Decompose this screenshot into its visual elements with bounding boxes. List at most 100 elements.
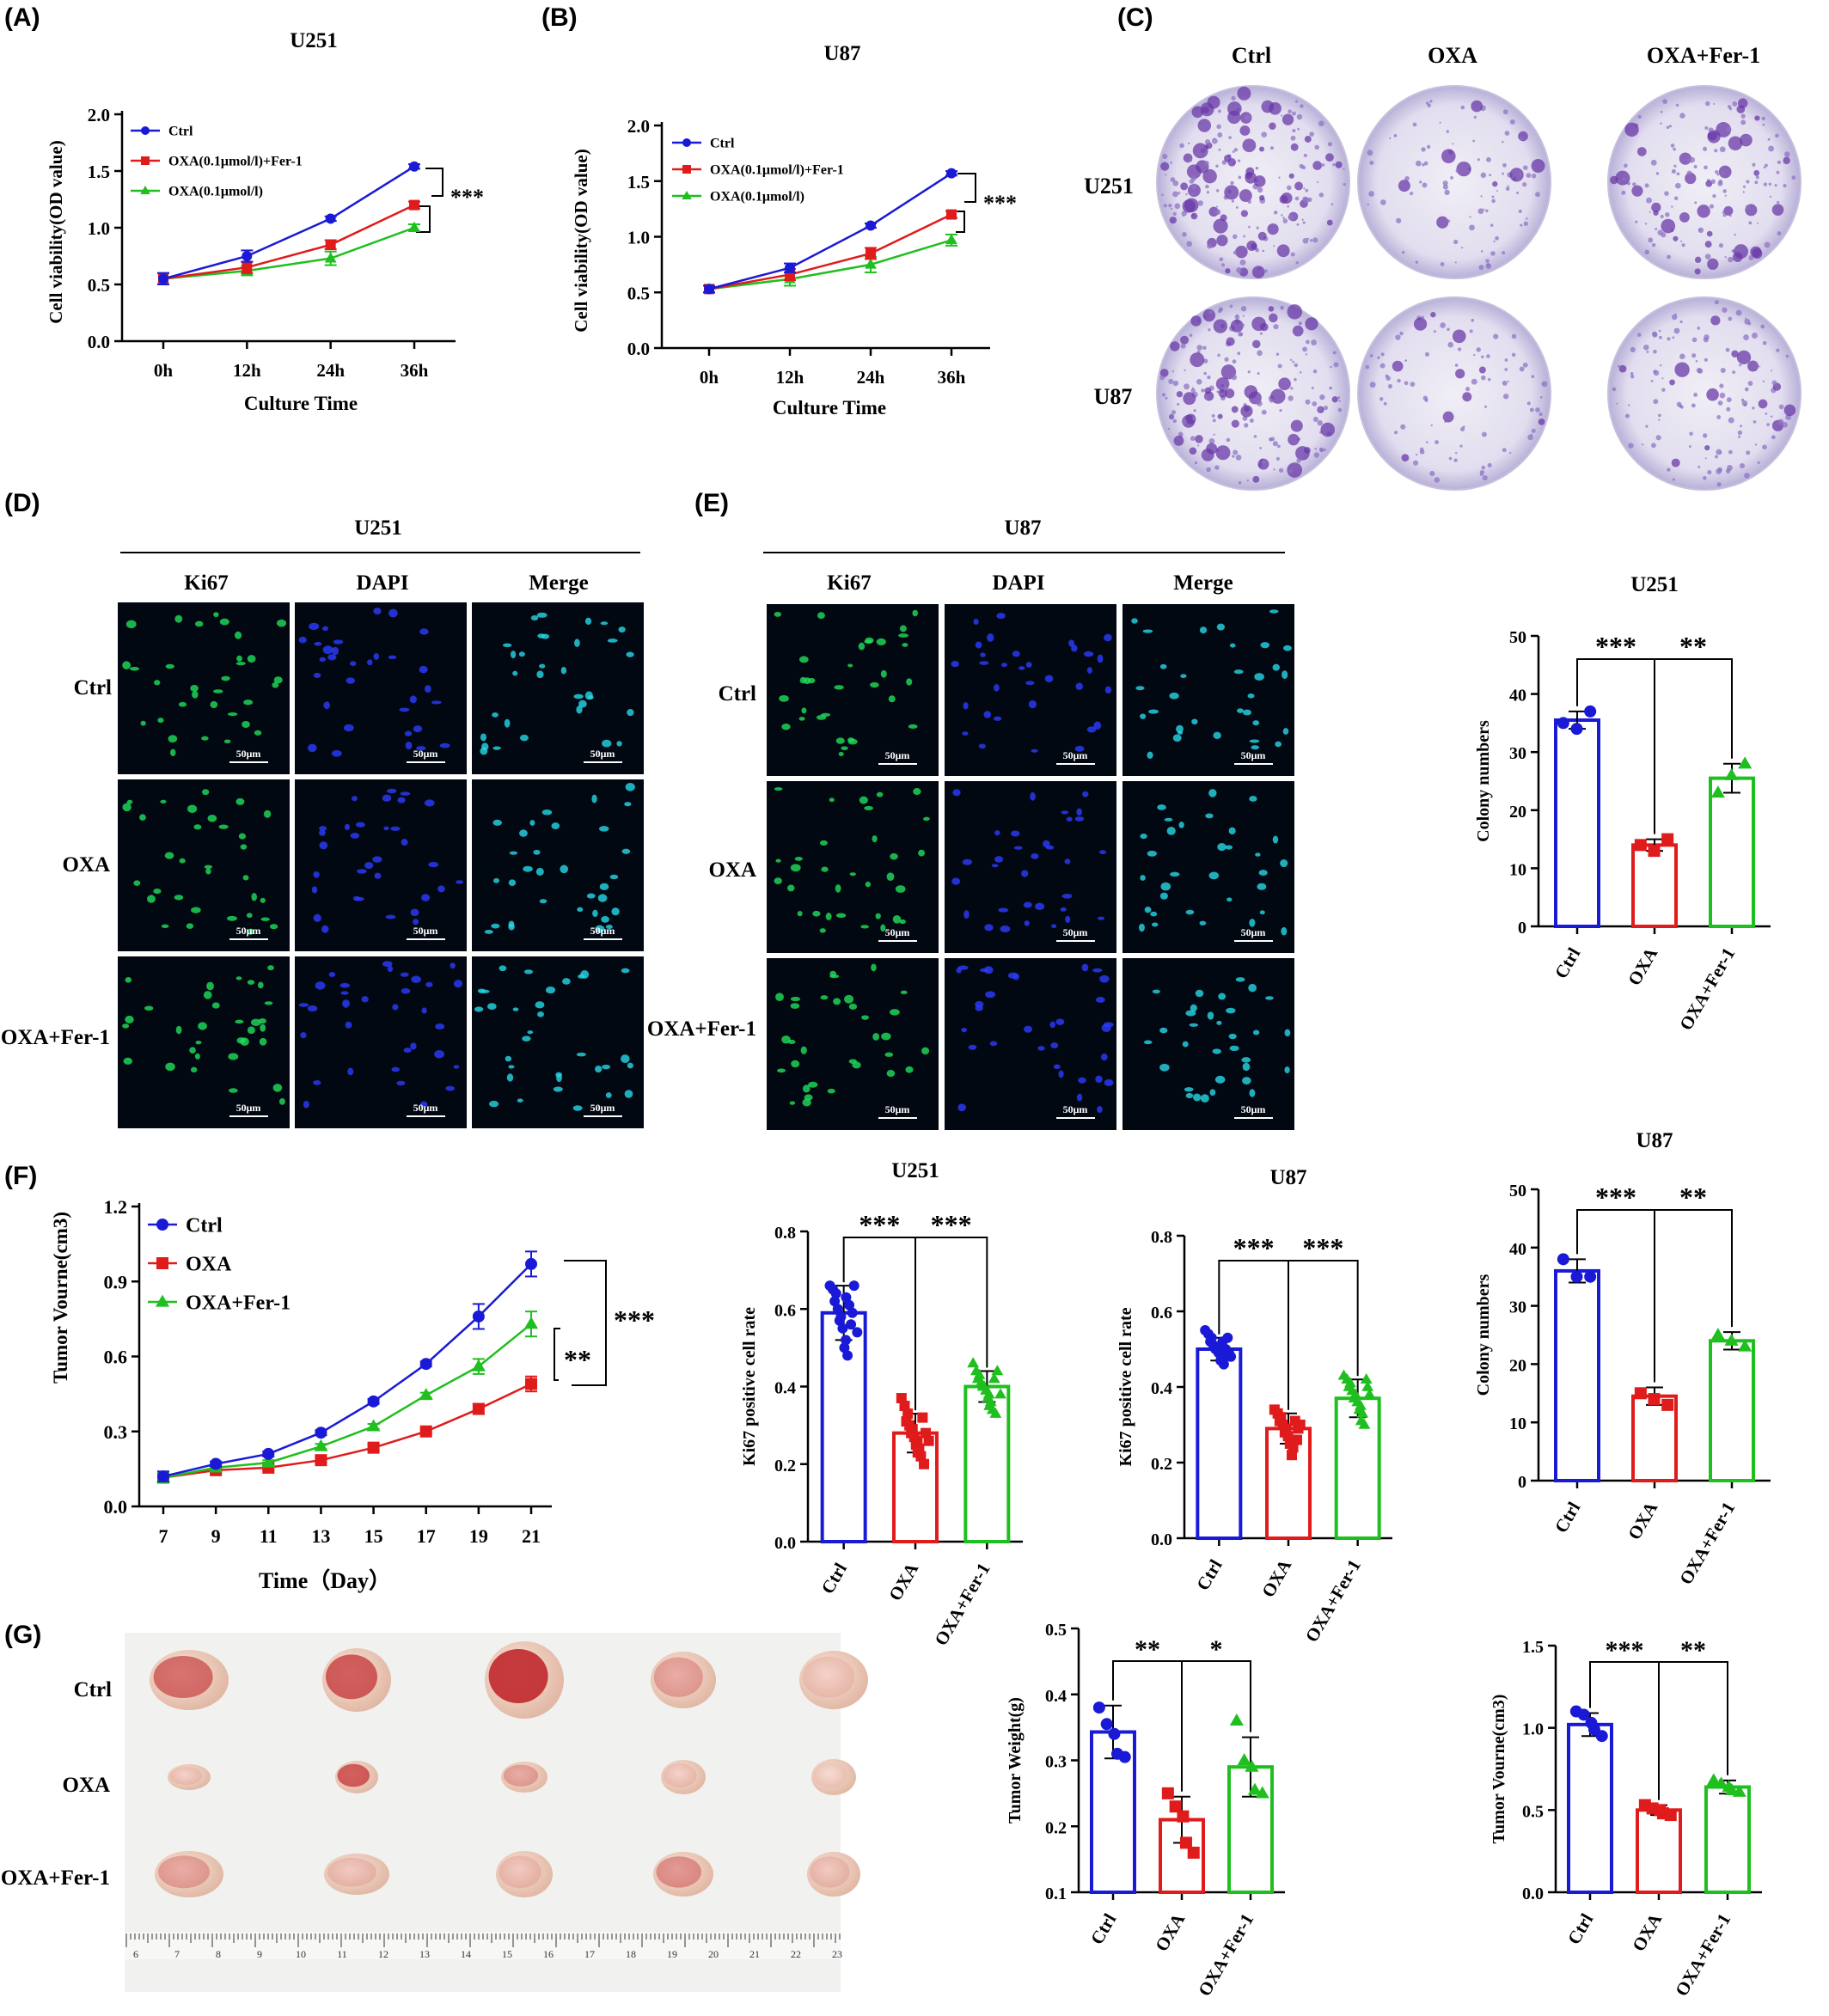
cell-nucleus (1049, 1021, 1055, 1029)
data-point (921, 1427, 932, 1439)
colony (1704, 357, 1708, 362)
colony (1447, 327, 1450, 332)
colony (1726, 406, 1731, 412)
cell-nucleus (492, 877, 500, 883)
cell-nucleus (1272, 835, 1279, 844)
colony (1668, 125, 1673, 128)
colony (1531, 159, 1545, 174)
y-tick-label: 0.0 (88, 332, 110, 352)
ruler-label: 9 (257, 1948, 262, 1960)
colony (1740, 113, 1746, 119)
cell-nucleus (309, 622, 320, 631)
cell-nucleus (1189, 1023, 1199, 1027)
colony (1202, 309, 1216, 322)
cell-nucleus (1025, 662, 1032, 669)
cell-nucleus (235, 1019, 244, 1024)
colony (1703, 476, 1707, 480)
colony (1491, 199, 1496, 204)
colony (1695, 359, 1698, 363)
cell-nucleus (191, 907, 201, 913)
cell-nucleus (313, 672, 321, 679)
cell-nucleus (876, 638, 886, 646)
ruler-label: 19 (667, 1948, 677, 1960)
colony (1671, 314, 1678, 321)
colony (1739, 363, 1742, 367)
colony (1758, 399, 1768, 409)
cell-nucleus (864, 639, 873, 645)
colony (1245, 172, 1257, 184)
x-tick-label: OXA+Fer-1 (1194, 1910, 1257, 2001)
cell-nucleus (572, 1105, 583, 1111)
colony (1653, 370, 1660, 376)
colony (1771, 380, 1777, 386)
cell-nucleus (160, 799, 167, 803)
cell-nucleus (164, 852, 174, 859)
colony (1762, 340, 1767, 345)
data-point (525, 1378, 537, 1390)
colony (1278, 377, 1291, 391)
colony (1300, 104, 1304, 108)
colony (1233, 250, 1238, 255)
cell-nucleus (794, 856, 803, 861)
colony (1419, 449, 1425, 455)
data-point (1570, 723, 1583, 736)
colony (1648, 237, 1654, 243)
cell-nucleus (1143, 1040, 1153, 1045)
colony (1299, 370, 1302, 374)
colony (1273, 324, 1279, 330)
colony (1288, 173, 1294, 179)
panel-c-row-u251: U251 (1084, 174, 1134, 199)
colony (1490, 223, 1494, 227)
colony (1752, 248, 1763, 259)
cell-nucleus (1233, 669, 1244, 675)
cell-nucleus (202, 789, 210, 796)
cell-nucleus (536, 670, 544, 679)
cell-nucleus (387, 965, 394, 972)
colony (1719, 383, 1724, 388)
colony (1736, 350, 1752, 365)
colony (1181, 418, 1187, 425)
colony (1273, 245, 1275, 247)
colony (1434, 440, 1439, 444)
colony (1393, 134, 1398, 137)
panel-b-title: U87 (823, 42, 860, 65)
x-tick-label: 0h (154, 360, 174, 381)
cell-nucleus (1076, 808, 1082, 816)
colony (1231, 374, 1238, 381)
y-tick-label: 0.2 (1045, 1818, 1067, 1837)
colony (1610, 175, 1618, 185)
colony (1469, 224, 1475, 231)
data-point (834, 1315, 845, 1326)
tumor-vascular (169, 1767, 202, 1785)
x-tick-label: Ctrl (1086, 1909, 1121, 1947)
colony (1760, 324, 1765, 329)
colony (1218, 148, 1221, 151)
cell-nucleus (595, 1066, 603, 1073)
cell-nucleus (529, 820, 535, 826)
cell-nucleus (491, 923, 500, 929)
cell-nucleus (1159, 1027, 1168, 1034)
cell-nucleus (1061, 810, 1069, 815)
culture-dish (1607, 85, 1801, 279)
cell-nucleus (165, 1062, 175, 1072)
cell-nucleus (298, 636, 307, 644)
data-point (1294, 1420, 1306, 1430)
colony (1279, 409, 1282, 412)
cell-nucleus (781, 723, 791, 730)
colony (1204, 139, 1211, 145)
colony (1746, 180, 1750, 184)
series-line (162, 204, 415, 280)
colony (1717, 400, 1723, 406)
cell-nucleus (804, 677, 811, 685)
panel-label-e: (E) (694, 489, 729, 517)
colony (1251, 242, 1257, 250)
cell-nucleus (609, 874, 619, 880)
colony (1487, 377, 1491, 382)
colony (1195, 435, 1203, 443)
sig-bracket (1589, 1661, 1660, 1800)
colony (1673, 164, 1677, 168)
cell-nucleus (1212, 1048, 1221, 1054)
data-point (945, 234, 957, 245)
cell-nucleus (1050, 1042, 1059, 1049)
legend-label: OXA(0.1μmol/l)+Fer-1 (168, 155, 303, 169)
